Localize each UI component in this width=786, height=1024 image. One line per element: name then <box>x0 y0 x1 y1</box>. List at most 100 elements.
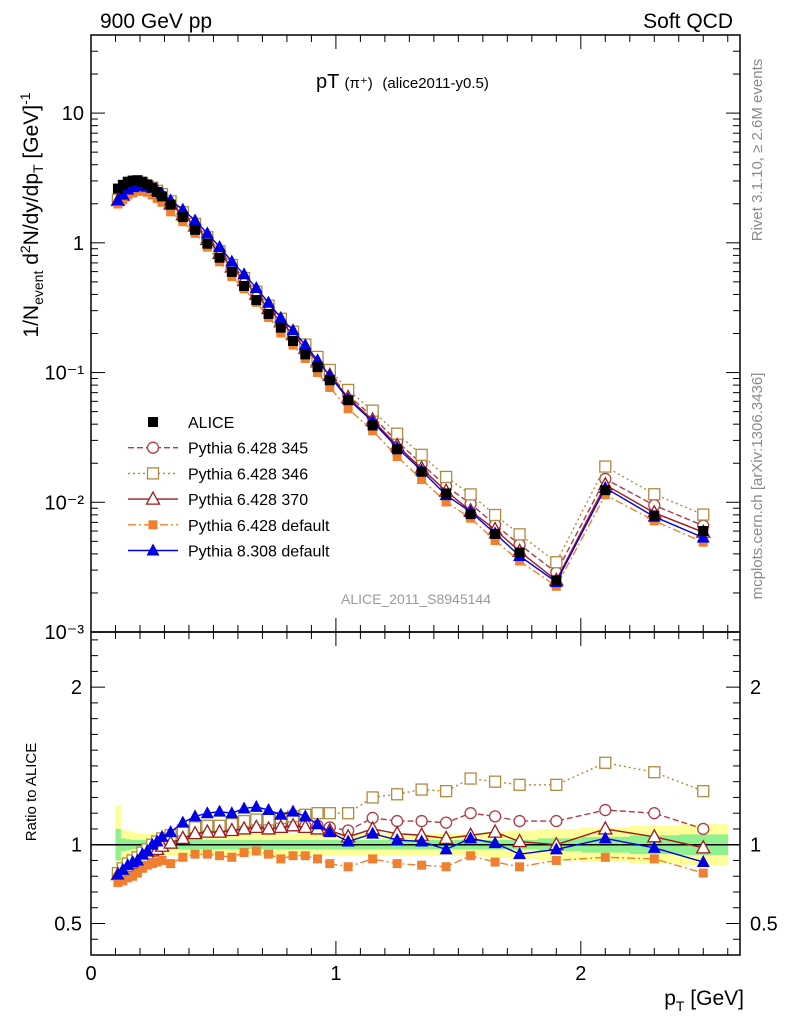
legend-entry: Pythia 6.428 370 <box>128 490 308 509</box>
series-4-ratio-point <box>300 851 310 861</box>
series-4-ratio-point <box>649 854 659 864</box>
series-3-ratio-point <box>273 819 289 834</box>
y-tick-label-top: 1 <box>73 233 84 255</box>
series-5-ratio-point <box>213 804 227 817</box>
series-4-ratio-point <box>239 848 249 858</box>
alice-data-point <box>324 375 335 386</box>
series-2-ratio-point <box>323 807 336 820</box>
y-tick-label-ratio-right: 2 <box>750 677 761 699</box>
series-2-ratio-point <box>439 784 453 798</box>
y-tick-label-top: 10⁻¹ <box>45 363 85 385</box>
series-5-ratio <box>111 799 710 880</box>
alice-data-point <box>600 485 611 496</box>
series-5-ratio-point <box>464 831 478 844</box>
series-4-ratio-point <box>137 863 147 873</box>
legend-entry: Pythia 6.428 default <box>128 518 330 535</box>
alice-data-point <box>698 526 709 537</box>
series-1-ratio-point <box>464 807 477 820</box>
series-4-ratio-point <box>490 857 500 867</box>
series-2-point <box>488 508 502 522</box>
x-tick-label: 0 <box>85 963 96 985</box>
series-4-ratio-point <box>392 859 402 869</box>
header-left: 900 GeV pp <box>100 10 212 33</box>
series-4-ratio-point <box>147 859 157 869</box>
series-4-ratio-point <box>128 871 138 881</box>
series-2-point <box>550 556 563 569</box>
series-4-ratio-point <box>551 855 561 865</box>
y-tick-label-ratio: 1 <box>71 835 82 857</box>
legend-entry: Pythia 6.428 346 <box>128 466 308 483</box>
analysis-watermark: ALICE_2011_S8945144 <box>341 591 491 607</box>
alice-data-point <box>392 444 403 455</box>
alice-data-point <box>300 349 311 360</box>
series-4-ratio-point <box>166 859 176 869</box>
series-5-point <box>274 310 288 323</box>
legend-label: Pythia 6.428 default <box>188 518 330 535</box>
series-4-ratio-point <box>343 862 353 872</box>
alice-data-point <box>551 575 562 586</box>
legend-marker <box>146 543 160 556</box>
series-2-ratio-point <box>464 772 477 785</box>
series-4-point <box>441 497 451 507</box>
series-1-ratio-point <box>390 814 404 828</box>
series-5-point <box>200 226 214 239</box>
series-5-ratio-point <box>140 844 154 857</box>
series-4-ratio-point <box>515 862 525 872</box>
x-tick-label: 1 <box>330 963 341 985</box>
ratio-panel-frame <box>90 631 741 956</box>
series-5-ratio-point <box>262 803 276 816</box>
series-1-ratio-point <box>439 816 453 829</box>
uncertainty-band <box>91 805 740 885</box>
series-4-ratio-point <box>441 862 451 872</box>
alice-data-point <box>343 395 354 406</box>
legend-label: Pythia 8.308 default <box>188 544 330 561</box>
alice-data-point <box>490 528 501 539</box>
series-5-point <box>298 338 312 351</box>
series-2-ratio-point <box>599 756 612 769</box>
alice-data-point <box>202 238 213 249</box>
series-3-ratio-point <box>187 825 203 840</box>
y-axis-label-top: 1/Nevent d2N/dy/dpT [GeV]-1 <box>17 92 46 337</box>
series-2-point <box>599 460 612 473</box>
series-2-point <box>513 528 526 541</box>
series-4-ratio-point <box>133 868 143 878</box>
alice-data-point <box>275 322 286 333</box>
alice-data-point <box>367 420 378 431</box>
series-2-ratio-point <box>311 807 324 820</box>
series-5-ratio-point <box>225 806 239 819</box>
series-5-point <box>696 530 710 543</box>
series-4-point <box>157 197 167 207</box>
alice-data-point <box>251 295 262 306</box>
series-4-ratio-point <box>152 857 162 867</box>
series-3-ratio-point <box>175 830 191 845</box>
series-5-point <box>249 280 263 293</box>
series-5-ratio-point <box>647 840 661 853</box>
series-2-ratio-point <box>513 778 526 791</box>
series-4-ratio-point <box>466 851 476 861</box>
alice-data <box>112 175 709 586</box>
y-tick-label-ratio-right: 0.5 <box>750 913 778 935</box>
series-3-ratio-point <box>487 823 503 838</box>
legend-marker <box>146 467 160 480</box>
series-5-ratio-point <box>298 809 312 822</box>
legend-label: Pythia 6.428 346 <box>188 466 308 483</box>
header-right: Soft QCD <box>643 10 733 33</box>
series-2-point <box>439 470 453 484</box>
series-4-point <box>515 556 525 566</box>
series-5-ratio-point <box>439 842 453 855</box>
series-2-ratio-point <box>488 775 502 788</box>
series-4-ratio-point <box>157 855 167 865</box>
series-5-ratio-point <box>155 829 169 842</box>
series-4-ratio-point <box>142 860 152 870</box>
series-4-point <box>325 382 335 392</box>
alice-data-point <box>165 199 176 210</box>
series-2-point <box>697 508 710 521</box>
series-4-ratio-point <box>600 852 610 862</box>
series-3-ratio-point <box>695 839 711 854</box>
y-tick-label-ratio: 2 <box>71 677 82 699</box>
title-main: pT <box>316 71 339 93</box>
series-5-ratio-point <box>286 804 300 817</box>
series-4-point <box>392 452 402 462</box>
series-5-ratio-point <box>188 809 202 822</box>
series-4-ratio-point <box>118 876 128 886</box>
